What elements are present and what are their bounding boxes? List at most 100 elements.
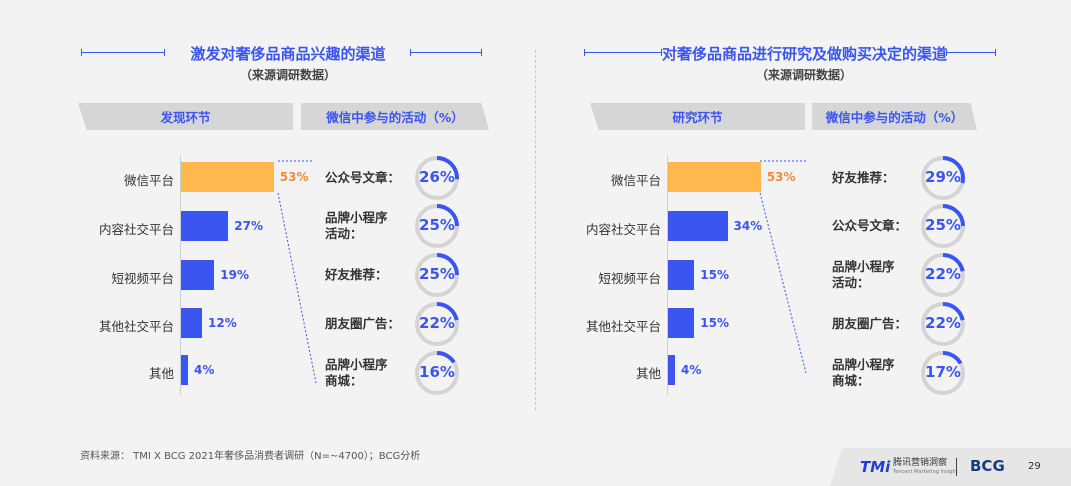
activity-percent: 17% xyxy=(925,363,961,381)
category-label: 短视频平台 xyxy=(111,271,174,286)
category-label: 其他社交平台 xyxy=(585,319,661,334)
bar-axis xyxy=(667,155,668,395)
progress-ring xyxy=(921,156,965,200)
bar xyxy=(668,162,761,192)
ring-arc xyxy=(921,156,965,200)
category-label: 短视频平台 xyxy=(598,271,661,286)
progress-ring xyxy=(921,204,965,248)
title-rule-right xyxy=(410,49,482,56)
bar-value-label: 34% xyxy=(733,219,763,233)
panel-subtitle: （来源调研数据） xyxy=(755,68,852,82)
bar xyxy=(181,260,215,290)
bar-value-label: 15% xyxy=(700,316,729,330)
category-label: 其他社交平台 xyxy=(98,319,174,334)
left-panel: 激发对奢侈品商品兴趣的渠道 （来源调研数据） 发现环节 微信中参与的活动（%） … xyxy=(0,0,535,430)
activity-percent: 22% xyxy=(925,314,961,332)
bar xyxy=(181,162,274,192)
progress-ring xyxy=(415,302,459,346)
ring-arc xyxy=(921,302,965,346)
category-label: 内容社交平台 xyxy=(98,222,174,237)
activity-label-line: 好友推荐： xyxy=(832,170,895,185)
progress-ring xyxy=(415,351,459,395)
ring-arc xyxy=(415,253,459,297)
right-section-header: 微信中参与的活动（%） xyxy=(301,103,489,130)
bar xyxy=(668,211,728,241)
ring-arc xyxy=(415,204,459,248)
connector-lines xyxy=(277,160,317,384)
tmi-name-cn: 腾讯营销洞察 xyxy=(893,458,948,468)
ring-arc xyxy=(415,156,459,200)
activity-label-line: 品牌小程序 xyxy=(832,357,895,372)
activity-label-line: 朋友圈广告： xyxy=(325,316,401,331)
activity-label: 公众号文章： xyxy=(832,218,907,234)
activity-percent: 22% xyxy=(419,314,455,332)
activity-label-line: 活动： xyxy=(832,275,870,290)
progress-ring xyxy=(415,204,459,248)
activity-label-line: 朋友圈广告： xyxy=(832,316,908,331)
panel-divider xyxy=(535,50,536,410)
activity-label: 朋友圈广告： xyxy=(832,316,907,332)
title-rule-left xyxy=(584,49,662,56)
bar xyxy=(181,355,188,385)
progress-ring xyxy=(415,156,459,200)
activity-label: 品牌小程序 商城： xyxy=(325,357,388,389)
activity-label-line: 商城： xyxy=(832,373,870,388)
panel-subtitle: （来源调研数据） xyxy=(239,68,336,82)
progress-ring xyxy=(921,253,965,297)
bar-value-label: 19% xyxy=(220,268,249,282)
bar xyxy=(181,308,202,338)
activity-label: 品牌小程序 活动： xyxy=(325,210,388,242)
category-label: 微信平台 xyxy=(123,173,174,188)
tmi-logo: TMi xyxy=(860,458,891,476)
activity-label-line: 好友推荐： xyxy=(325,267,388,282)
category-label: 其他 xyxy=(635,366,661,381)
activity-label: 公众号文章： xyxy=(325,170,400,186)
activity-percent: 22% xyxy=(925,265,961,283)
bar-axis xyxy=(180,155,181,395)
activity-label-line: 公众号文章： xyxy=(832,218,908,233)
activity-percent: 29% xyxy=(925,168,961,186)
title-rule-left xyxy=(81,49,165,56)
ring-arc xyxy=(415,302,459,346)
category-label: 其他 xyxy=(148,366,174,381)
bar xyxy=(181,211,229,241)
bar-value-label: 53% xyxy=(766,170,796,184)
panel-title: 对奢侈品商品进行研究及做购买决定的渠道 xyxy=(662,45,948,63)
progress-ring xyxy=(921,351,965,395)
left-section-header: 研究环节 xyxy=(590,103,805,130)
bcg-logo: BCG xyxy=(970,457,1005,475)
ring-arc xyxy=(415,351,459,395)
panel-title: 激发对奢侈品商品兴趣的渠道 xyxy=(190,45,386,63)
title-rule-right xyxy=(946,49,996,56)
activity-label-line: 公众号文章： xyxy=(325,170,401,185)
activity-percent: 25% xyxy=(419,216,455,234)
activity-percent: 16% xyxy=(419,363,455,381)
activity-percent: 25% xyxy=(925,216,961,234)
activity-label: 朋友圈广告： xyxy=(325,316,400,332)
right-section-header: 微信中参与的活动（%） xyxy=(812,103,977,130)
activity-label: 品牌小程序 商城： xyxy=(832,357,895,389)
ring-arc xyxy=(921,204,965,248)
progress-ring xyxy=(921,302,965,346)
tmi-name-en: Tencent Marketing Insight xyxy=(893,469,958,475)
bar-value-label: 27% xyxy=(234,219,263,233)
activity-label: 好友推荐： xyxy=(325,267,388,283)
progress-ring xyxy=(415,253,459,297)
source-note: 资料来源： TMI X BCG 2021年奢侈品消费者调研（N=~4700）；B… xyxy=(80,451,421,462)
bar xyxy=(668,355,675,385)
bar xyxy=(668,260,695,290)
bar-value-label: 12% xyxy=(208,316,237,330)
bar xyxy=(668,308,695,338)
right-panel: 对奢侈品商品进行研究及做购买决定的渠道 （来源调研数据） 研究环节 微信中参与的… xyxy=(536,0,1071,430)
activity-label-line: 品牌小程序 xyxy=(832,259,895,274)
activity-label-line: 品牌小程序 xyxy=(325,357,388,372)
bar-value-label: 15% xyxy=(700,268,729,282)
activity-label-line: 商城： xyxy=(325,373,363,388)
activity-label-line: 活动： xyxy=(325,226,363,241)
bar-value-label: 4% xyxy=(194,363,215,377)
logo-separator xyxy=(956,458,957,476)
page-number: 29 xyxy=(1028,461,1041,472)
activity-label: 品牌小程序 活动： xyxy=(832,259,895,291)
category-label: 微信平台 xyxy=(610,173,661,188)
activity-label: 好友推荐： xyxy=(832,170,895,186)
